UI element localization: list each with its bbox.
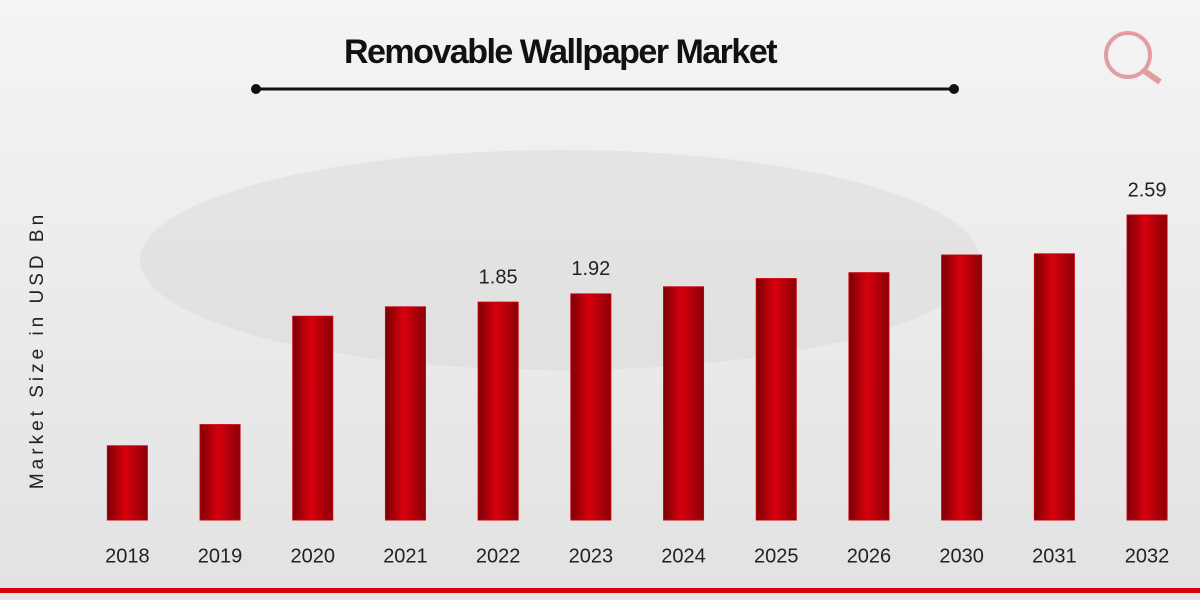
bar: [941, 254, 983, 521]
bar: [292, 315, 334, 521]
data-label: 1.85: [479, 266, 518, 288]
x-tick-label: 2024: [661, 545, 706, 567]
bar: [199, 424, 241, 521]
x-tick-label: 2021: [383, 545, 428, 567]
bar: [848, 272, 890, 521]
bar: [570, 293, 612, 521]
bar: [477, 301, 519, 521]
x-tick-label: 2025: [754, 545, 799, 567]
underline-dot: [949, 84, 959, 94]
data-label: 2.59: [1128, 179, 1167, 201]
x-tick-label: 2019: [198, 545, 243, 567]
bar: [663, 286, 705, 521]
x-tick-label: 2023: [569, 545, 614, 567]
bar: [106, 445, 148, 521]
logo: [1104, 31, 1162, 85]
footer-line: [0, 588, 1200, 593]
x-tick-label: 2022: [476, 545, 521, 567]
x-tick-label: 2026: [847, 545, 892, 567]
x-tick-label: 2018: [105, 545, 150, 567]
bar: [384, 306, 426, 521]
x-tick-label: 2032: [1125, 545, 1170, 567]
x-tick-label: 2030: [939, 545, 984, 567]
data-label: 1.92: [571, 258, 610, 280]
x-tick-label: 2020: [291, 545, 336, 567]
bar: [1033, 253, 1075, 521]
underline-dot: [251, 84, 261, 94]
bar: [755, 278, 797, 521]
x-tick-label: 2031: [1032, 545, 1077, 567]
y-axis-label: Market Size in USD Bn: [27, 211, 48, 489]
chart-title: Removable Wallpaper Market: [344, 33, 777, 71]
bar: [1126, 214, 1168, 521]
